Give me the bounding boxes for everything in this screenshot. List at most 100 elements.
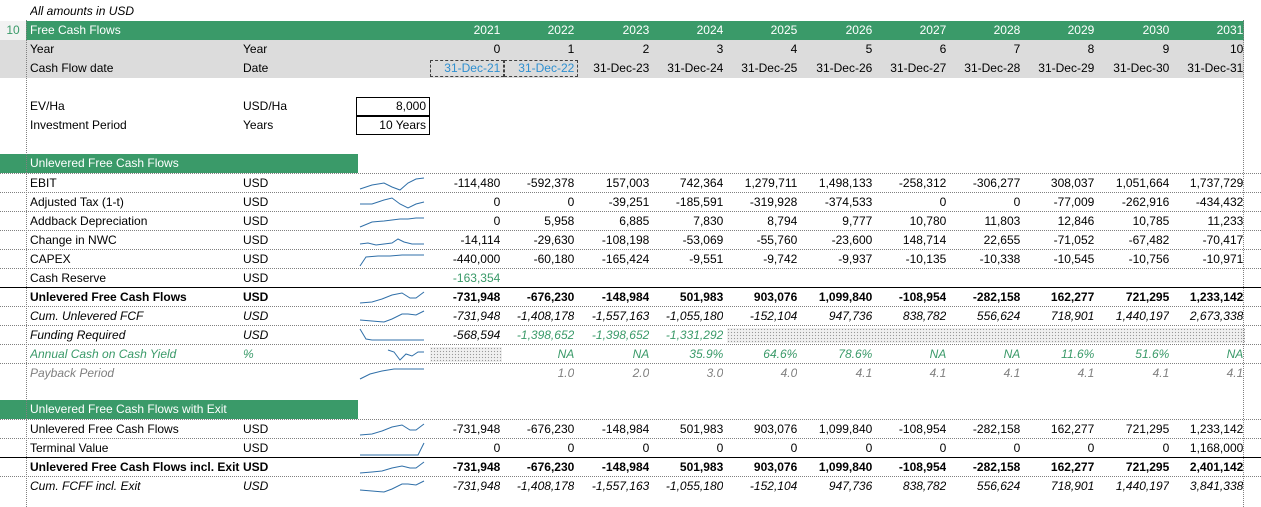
section1-row-unlevered-free-cash-flows[interactable]: Unlevered Free Cash Flows USD -731,948 -676… <box>0 287 1261 307</box>
section1-row-cum-unlevered-fcf[interactable]: Cum. Unlevered FCF USD -731,948 -1,408,178 -… <box>0 306 1261 326</box>
sparkline-line <box>359 461 425 474</box>
value-cell-1: -676,230 <box>526 290 575 304</box>
section1-row-change-in-nwc[interactable]: Change in NWC USD -14,114 -29,630 -108,198 -5… <box>0 230 1261 250</box>
selection-box-1 <box>430 60 504 77</box>
year-row-value-1: 1 <box>567 42 575 56</box>
row-unit <box>243 364 353 383</box>
value-cell-8 <box>1024 326 1094 345</box>
value-cell-8: 308,037 <box>1050 176 1095 190</box>
value-cell-2: -165,424 <box>601 252 650 266</box>
section1-row-ebit[interactable]: EBIT USD -114,480 -592,378 157,003 742,364 1,2… <box>0 173 1261 193</box>
year-row-value-3: 3 <box>716 42 724 56</box>
section1-row-adjusted-tax-1-t[interactable]: Adjusted Tax (1-t) USD 0 0 -39,251 -185,591 -3… <box>0 192 1261 212</box>
value-cell-1: -1,408,178 <box>516 479 575 493</box>
value-cell-2: -39,251 <box>608 195 650 209</box>
value-cell-1: -1,398,652 <box>516 328 575 342</box>
value-cell-10 <box>1173 269 1243 288</box>
value-cell-5: -374,533 <box>824 195 873 209</box>
row-label: Cum. Unlevered FCF <box>30 309 144 323</box>
value-cell-10: 2,673,338 <box>1189 309 1244 323</box>
section1-row-addback-depreciation[interactable]: Addback Depreciation USD 0 5,958 6,885 7,830 8… <box>0 211 1261 231</box>
sparkline-chart <box>359 328 424 341</box>
value-cell-10: 2,401,142 <box>1189 460 1244 474</box>
year-row-value-6: 6 <box>939 42 947 56</box>
period-input[interactable]: 10 Years <box>356 116 430 135</box>
value-cell-7: -282,158 <box>972 422 1021 436</box>
sparkline-line <box>360 442 425 456</box>
value-cell-10: -10,971 <box>1202 252 1244 266</box>
value-cell-10: -70,417 <box>1202 233 1244 247</box>
sparkline-line <box>387 349 424 361</box>
value-cell-8: 162,277 <box>1050 460 1095 474</box>
section2-row-unlevered-free-cash-flows[interactable]: Unlevered Free Cash Flows USD -731,948 -676… <box>0 419 1261 439</box>
value-cell-5: -9,937 <box>838 252 873 266</box>
section1-row-funding-required[interactable]: Funding Required USD -568,594 -1,398,652 -1,… <box>0 325 1261 345</box>
section2-title: Unlevered Free Cash Flows with Exit <box>30 402 227 416</box>
sparkline-line <box>359 238 424 246</box>
year-header-8: 2029 <box>1067 23 1095 37</box>
value-cell-7: 556,624 <box>976 479 1021 493</box>
value-cell-0: 0 <box>493 195 501 209</box>
input-row-ev[interactable]: EV/Ha USD/Ha 8,000 <box>0 97 1261 116</box>
value-cell-10: 11,233 <box>1207 214 1244 228</box>
section2-row-cum-fcff-incl-exit[interactable]: Cum. FCFF incl. Exit USD -731,948 -1,408,17… <box>0 476 1261 496</box>
value-cell-5: 1,099,840 <box>818 290 873 304</box>
sparkline-chart <box>359 310 425 323</box>
section1-band <box>0 154 358 173</box>
value-cell-7 <box>950 269 1020 288</box>
ev-input[interactable]: 8,000 <box>356 97 430 116</box>
value-cell-0: -731,948 <box>452 290 501 304</box>
value-cell-9: 4.1 <box>1152 366 1170 380</box>
section1-row-cash-reserve[interactable]: Cash Reserve USD -163,354 <box>0 268 1261 288</box>
header-band <box>0 21 1244 40</box>
value-cell-3 <box>653 269 723 288</box>
value-cell-9: -10,756 <box>1128 252 1170 266</box>
date-row-value-0: 31-Dec-21 <box>444 61 501 75</box>
sparkline-chart <box>359 291 425 304</box>
section1-row-capex[interactable]: CAPEX USD -440,000 -60,180 -165,424 -9,551 -9,… <box>0 249 1261 269</box>
value-cell-3: -9,551 <box>689 252 724 266</box>
section1-header[interactable]: Unlevered Free Cash Flows <box>0 154 1261 173</box>
value-cell-3: -1,055,180 <box>665 479 724 493</box>
section2-row-unlevered-free-cash-flows-incl-exit[interactable]: Unlevered Free Cash Flows incl. Exit USD -… <box>0 457 1261 477</box>
date-row-value-7: 31-Dec-28 <box>964 61 1021 75</box>
value-cell-5 <box>802 269 872 288</box>
row-unit: USD <box>243 176 269 190</box>
value-cell-10: 1,737,729 <box>1189 176 1244 190</box>
sparkline-chart <box>359 480 425 493</box>
date-row-label: Cash Flow date <box>30 61 114 75</box>
value-cell-7: -306,277 <box>972 176 1021 190</box>
sparkline-line <box>359 310 425 323</box>
year-row-value-4: 4 <box>790 42 798 56</box>
value-cell-4: -9,742 <box>763 252 798 266</box>
value-cell-1: -592,378 <box>526 176 575 190</box>
value-cell-9: 721,295 <box>1125 460 1170 474</box>
section2-band <box>0 400 358 419</box>
value-cell-4: 0 <box>790 441 798 455</box>
year-header-9: 2030 <box>1142 23 1170 37</box>
row-unit: USD <box>243 441 269 455</box>
section2-row-terminal-value[interactable]: Terminal Value USD 0 0 0 0 0 0 0 0 0 0 1,168,000 <box>0 438 1261 458</box>
value-cell-2: -108,198 <box>601 233 650 247</box>
date-row[interactable]: Cash Flow date Date 31-Dec-21 31-Dec-22 31… <box>0 59 1261 78</box>
header-row[interactable]: 10 Free Cash Flows 2021 2022 2023 2024 2025 2… <box>0 21 1261 40</box>
row-label: Adjusted Tax (1-t) <box>30 195 124 209</box>
section1-row-annual-cash-on-cash-yield[interactable]: Annual Cash on Cash Yield% NA NA 35.9% 64.6%… <box>0 344 1261 364</box>
sparkline-chart <box>359 254 424 267</box>
input-row-period[interactable]: Investment Period Years 10 Years <box>0 116 1261 135</box>
selection-box-2 <box>504 60 578 77</box>
value-cell-6: 0 <box>939 195 947 209</box>
sparkline-chart <box>359 461 425 474</box>
section2-header[interactable]: Unlevered Free Cash Flows with Exit <box>0 400 1261 419</box>
value-cell-7: -282,158 <box>972 290 1021 304</box>
date-row-value-2: 31-Dec-23 <box>593 61 650 75</box>
value-cell-6 <box>876 269 946 288</box>
header-title: Free Cash Flows <box>30 23 121 37</box>
value-cell-3: -1,055,180 <box>665 309 724 323</box>
year-row-unit: Year <box>243 42 268 56</box>
value-cell-2: -1,557,163 <box>591 479 650 493</box>
year-row[interactable]: Year Year 0 1 2 3 4 5 6 7 8 9 10 <box>0 40 1261 59</box>
value-cell-2: -1,557,163 <box>591 309 650 323</box>
section1-row-payback-period[interactable]: Payback Period 1.0 2.0 3.0 4.0 4.1 4.1 4.1 4.1 4.… <box>0 363 1261 383</box>
value-cell-7: 0 <box>1013 195 1021 209</box>
